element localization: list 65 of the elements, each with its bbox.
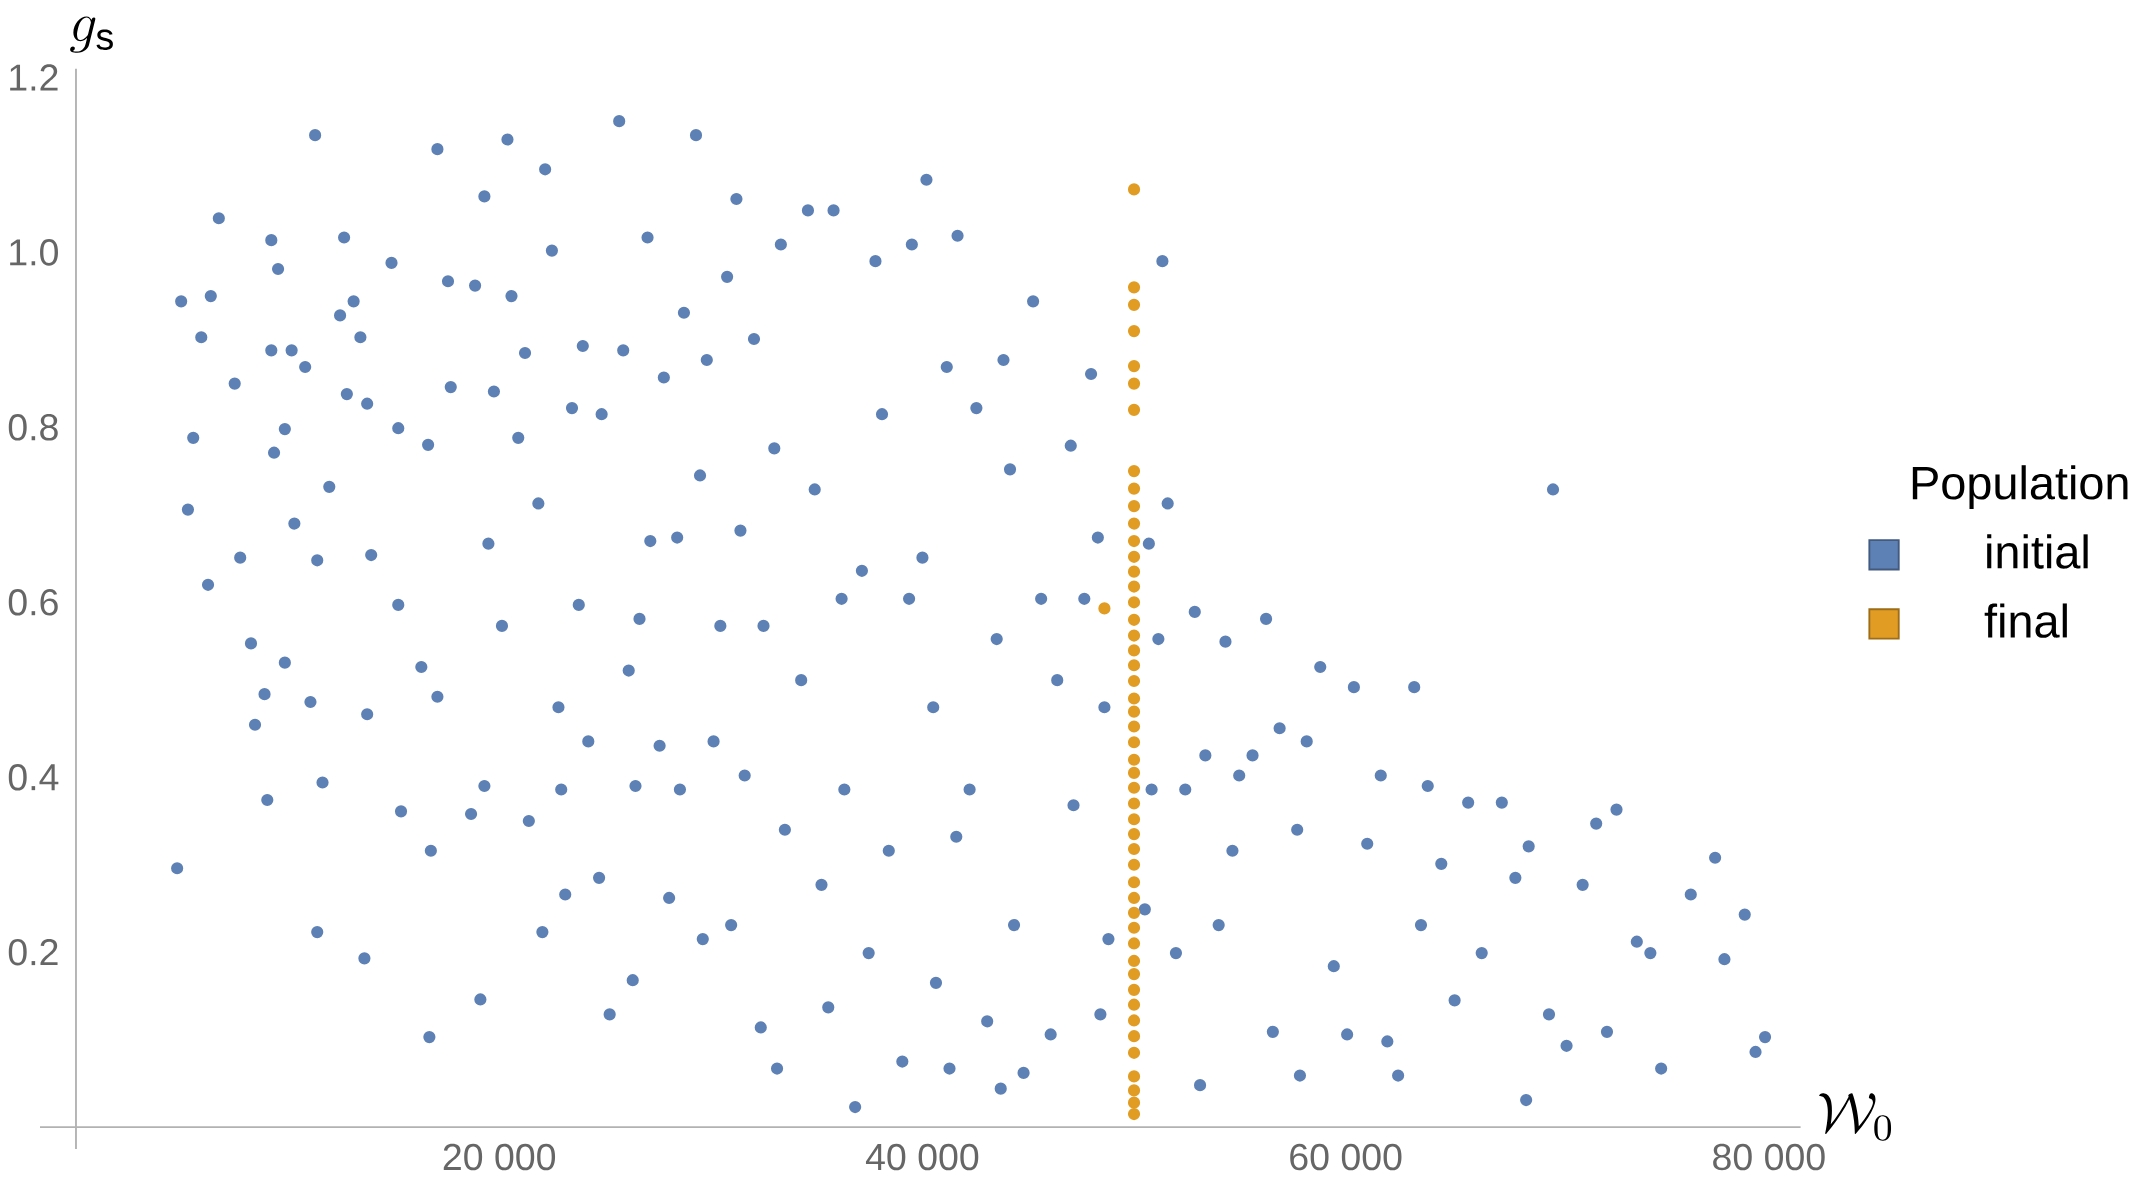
y-tick-label: 0.2 bbox=[8, 938, 58, 966]
point bbox=[1127, 1107, 1141, 1121]
point bbox=[1127, 1046, 1141, 1059]
point bbox=[1127, 736, 1141, 749]
point bbox=[1127, 613, 1141, 626]
point bbox=[1127, 1014, 1141, 1027]
point bbox=[1127, 906, 1141, 919]
x-tick-label: 60 000 bbox=[1290, 1143, 1402, 1171]
x-tick-label: 40 000 bbox=[865, 1143, 979, 1171]
point bbox=[1127, 937, 1141, 950]
y-tick-label: 1.2 bbox=[10, 64, 58, 91]
point bbox=[1127, 1030, 1141, 1043]
point bbox=[1127, 766, 1141, 779]
point bbox=[1127, 580, 1141, 593]
legend-label: final bbox=[1984, 603, 2067, 638]
y-axis-title: $g_{\mathrm{s}}$ bbox=[70, 16, 113, 53]
point bbox=[1098, 602, 1111, 615]
point bbox=[1127, 325, 1141, 338]
point bbox=[1127, 183, 1141, 196]
point bbox=[1127, 565, 1141, 578]
point bbox=[1127, 891, 1141, 905]
x-tick-label: 20 000 bbox=[443, 1143, 556, 1171]
point bbox=[1127, 281, 1141, 294]
point bbox=[1127, 298, 1141, 311]
legend-label: initial bbox=[1987, 534, 2088, 569]
point bbox=[1127, 534, 1141, 548]
point bbox=[1127, 644, 1141, 657]
point bbox=[1127, 983, 1141, 996]
point bbox=[1127, 876, 1141, 889]
point bbox=[1127, 1070, 1141, 1083]
point bbox=[1127, 998, 1141, 1011]
point bbox=[1127, 1084, 1141, 1097]
point bbox=[1127, 692, 1141, 705]
point bbox=[1127, 517, 1141, 530]
point bbox=[1127, 828, 1141, 841]
point bbox=[1127, 921, 1141, 934]
y-tick-label: 0.8 bbox=[8, 414, 58, 441]
point bbox=[1127, 674, 1141, 688]
point bbox=[1127, 499, 1141, 513]
point bbox=[1127, 842, 1141, 856]
point bbox=[1127, 1096, 1141, 1109]
legend-title: Population bbox=[1912, 465, 2128, 509]
point bbox=[1127, 629, 1141, 642]
x-tick-label: 80 000 bbox=[1713, 1143, 1825, 1171]
point bbox=[1127, 797, 1141, 810]
point bbox=[1127, 781, 1141, 794]
y-tick-label: 1.0 bbox=[10, 239, 58, 266]
point bbox=[1127, 550, 1141, 563]
point bbox=[1127, 967, 1141, 981]
point bbox=[1127, 753, 1141, 766]
point bbox=[1127, 377, 1141, 390]
point bbox=[1127, 464, 1141, 478]
point bbox=[1127, 360, 1141, 373]
x-axis-title: $\mathcal{W}_0$ bbox=[1819, 1093, 1892, 1141]
point bbox=[1127, 813, 1141, 826]
y-tick-label: 0.4 bbox=[8, 763, 59, 791]
point bbox=[1127, 705, 1141, 718]
point bbox=[1127, 858, 1141, 871]
y-tick-label: 0.6 bbox=[8, 589, 58, 616]
point bbox=[1127, 954, 1141, 968]
point bbox=[1127, 482, 1141, 495]
point bbox=[1127, 596, 1141, 609]
point bbox=[1127, 659, 1141, 672]
point bbox=[1127, 403, 1141, 416]
point bbox=[1127, 720, 1141, 733]
